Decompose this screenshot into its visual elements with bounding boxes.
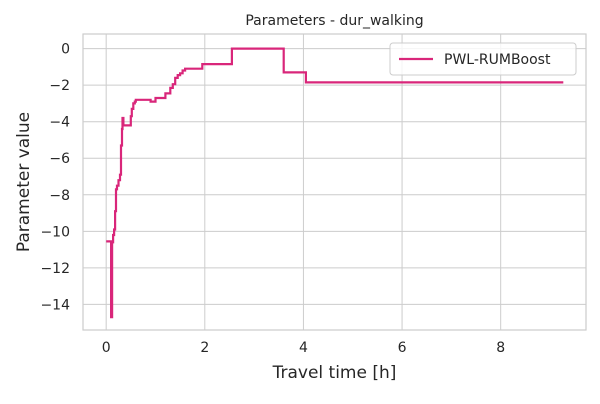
legend-box (389, 42, 577, 76)
y-tick-labels: 0 −2 −4 −6 −8 −10 −12 −14 (40, 42, 70, 314)
x-tick-labels: 0 2 4 6 8 (102, 340, 505, 356)
chart-title: Parameters - dur_walking (245, 13, 423, 29)
x-tick-label: 2 (200, 340, 209, 356)
y-tick-label: −10 (40, 224, 70, 240)
x-axis-label: Travel time [h] (272, 363, 397, 383)
x-tick-label: 8 (496, 340, 505, 356)
x-tick-label: 6 (398, 340, 407, 356)
series-line-pwl-rumboost (106, 47, 564, 319)
y-axis-label: Parameter value (14, 112, 34, 252)
x-tick-label: 4 (299, 340, 308, 356)
y-tick-label: −2 (49, 78, 70, 94)
legend: PWL-RUMBoost (389, 42, 577, 76)
gridlines (83, 34, 586, 330)
y-tick-label: 0 (61, 42, 70, 58)
legend-label: PWL-RUMBoost (444, 52, 551, 68)
x-tick-label: 0 (102, 340, 111, 356)
plot-frame (82, 33, 587, 331)
y-tick-label: −12 (40, 261, 70, 277)
y-tick-label: −6 (49, 151, 70, 167)
series-layer (106, 47, 564, 319)
y-tick-label: −4 (49, 115, 70, 131)
y-tick-label: −14 (40, 297, 70, 313)
y-tick-label: −8 (49, 188, 70, 204)
